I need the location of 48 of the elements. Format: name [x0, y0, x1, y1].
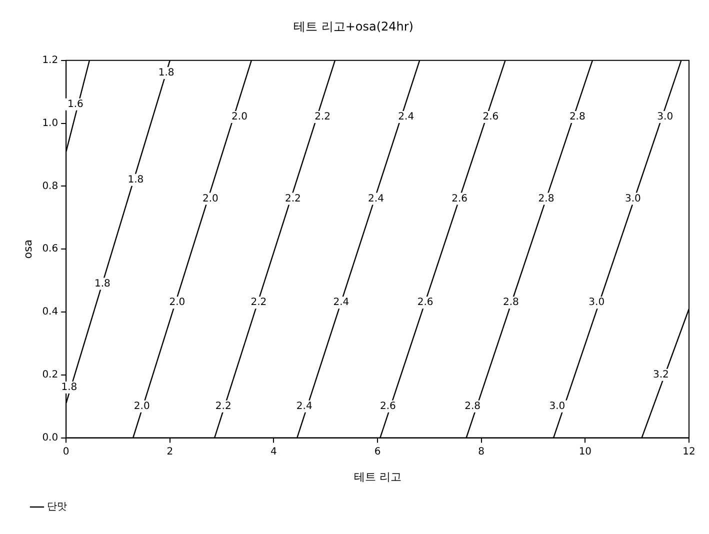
- annotation: 1.6: [67, 99, 84, 110]
- annotation: 2.0: [169, 297, 186, 308]
- y-tick-label: 0.0: [42, 432, 58, 444]
- annotation: 3.0: [588, 297, 605, 308]
- annotation: 1.8: [158, 68, 174, 79]
- y-tick-label: 0.2: [42, 369, 58, 380]
- y-tick-label: 0.8: [42, 180, 58, 192]
- annotation: 2.8: [538, 193, 554, 204]
- x-tick-label: 0: [62, 446, 70, 458]
- chart-title: 테트 리고+osa(24hr): [294, 19, 414, 34]
- annotation: 3.2: [653, 369, 669, 380]
- y-axis-title: osa: [21, 240, 34, 259]
- annotation: 3.0: [657, 112, 674, 123]
- annotation: 2.0: [134, 400, 150, 412]
- annotation: 1.8: [94, 278, 110, 290]
- x-tick-label: 12: [682, 446, 696, 458]
- annotation: 2.6: [417, 297, 434, 308]
- x-axis-title: 테트 리고: [354, 470, 402, 484]
- annotation: 1.8: [128, 174, 144, 186]
- x-tick-label: 2: [166, 446, 174, 458]
- annotation: 2.4: [368, 193, 384, 204]
- annotation: 1.8: [61, 382, 78, 394]
- x-tick-label: 6: [374, 446, 381, 458]
- annotation: 2.8: [503, 297, 519, 308]
- annotation: 2.4: [333, 297, 350, 308]
- annotation: 3.0: [624, 193, 641, 204]
- annotation: 2.4: [398, 112, 414, 123]
- annotation: 2.2: [284, 193, 301, 204]
- annotation: 2.6: [482, 112, 499, 123]
- x-tick-label: 8: [478, 446, 485, 458]
- annotation: 2.8: [569, 112, 586, 123]
- annotation: 2.6: [380, 400, 396, 412]
- annotation: 2.0: [232, 112, 248, 123]
- y-tick-label: 1.2: [42, 54, 58, 66]
- x-tick-label: 4: [270, 446, 277, 458]
- legend-label: 단맛: [47, 502, 67, 513]
- annotation: 2.8: [464, 400, 480, 412]
- annotation: 2.2: [314, 112, 330, 123]
- annotation: 2.2: [250, 297, 267, 308]
- annotation: 3.0: [549, 400, 566, 412]
- x-tick-label: 10: [578, 446, 592, 458]
- annotation: 2.4: [296, 400, 312, 412]
- annotation: 2.0: [202, 193, 218, 204]
- annotation: 2.2: [215, 400, 232, 412]
- y-tick-label: 1.0: [42, 118, 58, 129]
- y-tick-label: 0.4: [42, 306, 58, 318]
- y-tick-label: 0.6: [42, 244, 58, 255]
- annotation: 2.6: [452, 193, 468, 204]
